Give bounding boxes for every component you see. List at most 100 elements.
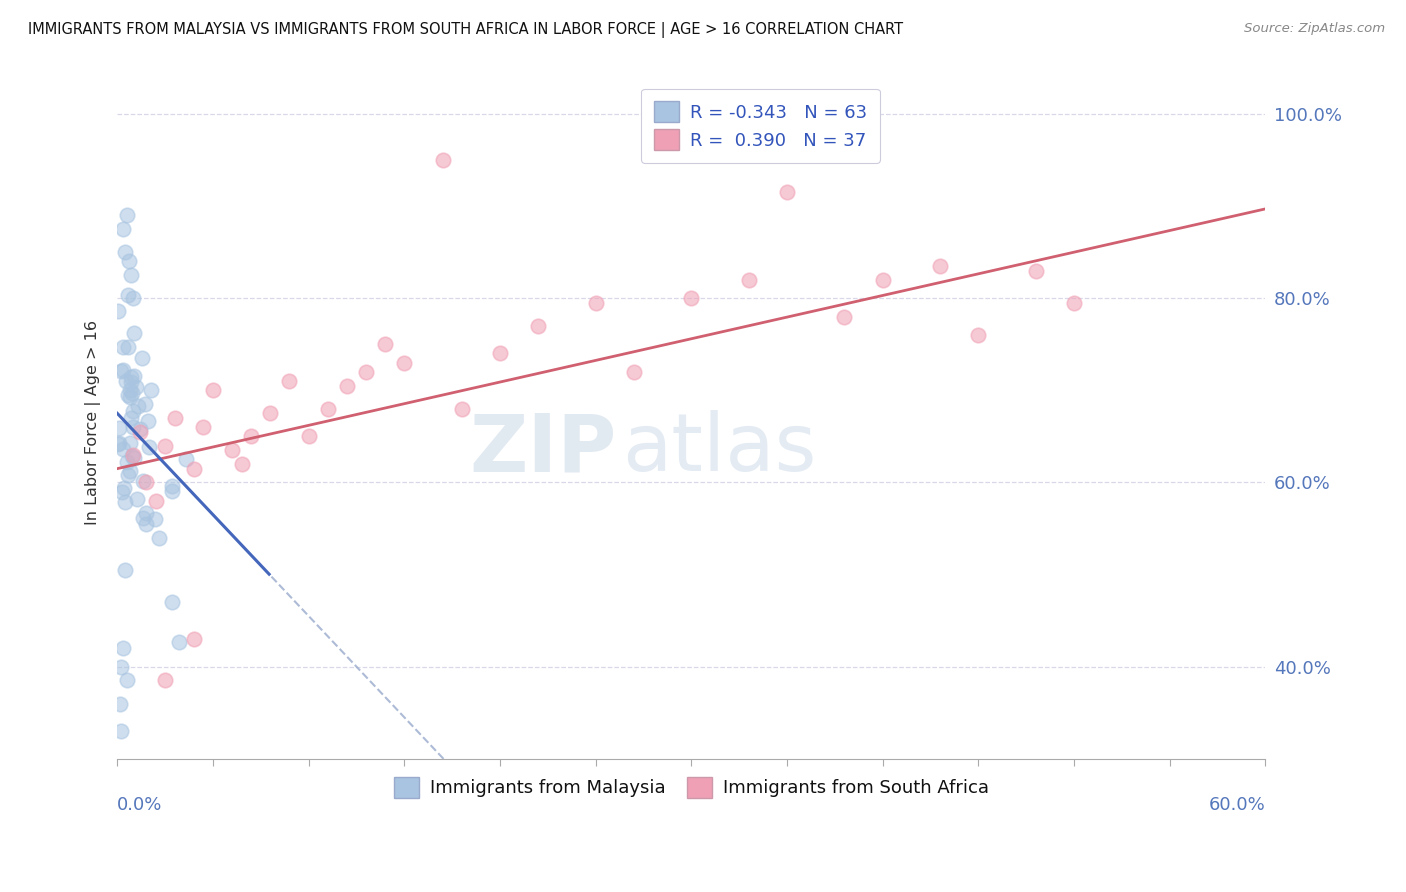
Point (872, 273, 894, 287)
Text: ZIP: ZIP (470, 410, 617, 489)
Text: IMMIGRANTS FROM MALAYSIA VS IMMIGRANTS FROM SOUTH AFRICA IN LABOR FORCE | AGE > : IMMIGRANTS FROM MALAYSIA VS IMMIGRANTS F… (28, 22, 903, 38)
Point (124, 369, 146, 384)
Text: 60.0%: 60.0% (1209, 796, 1265, 814)
Point (623, 365, 645, 379)
Point (115, 673, 138, 688)
Point (121, 449, 143, 463)
Point (585, 295, 607, 310)
Point (153, 439, 176, 453)
Point (110, 364, 132, 378)
Point (139, 383, 162, 397)
Point (134, 397, 156, 411)
Point (132, 510, 155, 524)
Point (929, 259, 952, 273)
Point (129, 425, 152, 439)
Point (131, 474, 153, 488)
Point (125, 491, 148, 506)
Y-axis label: In Labor Force | Age > 16: In Labor Force | Age > 16 (86, 320, 101, 525)
Point (1025, 263, 1047, 277)
Point (231, 457, 253, 471)
Point (450, 401, 472, 416)
Point (118, 390, 141, 404)
Point (527, 318, 550, 333)
Point (201, 384, 224, 398)
Point (120, 268, 142, 283)
Point (298, 429, 321, 443)
Point (120, 411, 142, 425)
Point (107, 437, 129, 451)
Point (131, 351, 153, 365)
Point (153, 673, 176, 688)
Point (114, 245, 136, 260)
Point (120, 370, 142, 384)
Point (183, 461, 205, 475)
Point (111, 484, 134, 499)
Point (114, 482, 136, 496)
Point (336, 378, 359, 392)
Point (122, 420, 145, 434)
Point (776, 186, 799, 200)
Point (136, 414, 159, 428)
Point (738, 273, 761, 287)
Point (163, 411, 186, 425)
Point (117, 288, 139, 302)
Point (121, 291, 143, 305)
Point (374, 337, 396, 351)
Point (122, 451, 145, 466)
Point (120, 375, 142, 389)
Point (135, 506, 157, 520)
Point (1063, 295, 1085, 310)
Point (124, 380, 146, 394)
Point (121, 386, 143, 401)
Point (118, 254, 141, 268)
Point (316, 401, 339, 416)
Point (135, 517, 157, 532)
Point (111, 442, 134, 457)
Point (107, 304, 129, 318)
Point (160, 484, 183, 499)
Point (135, 475, 157, 490)
Point (115, 374, 138, 388)
Point (129, 422, 152, 436)
Legend: Immigrants from Malaysia, Immigrants from South Africa: Immigrants from Malaysia, Immigrants fro… (381, 764, 1001, 810)
Point (108, 697, 131, 711)
Point (174, 451, 197, 466)
Point (138, 440, 160, 454)
Point (193, 420, 215, 434)
Point (183, 632, 205, 646)
Point (143, 512, 166, 526)
Point (167, 634, 190, 648)
Point (148, 532, 170, 546)
Point (121, 448, 143, 462)
Point (117, 387, 139, 401)
Point (162, 595, 184, 609)
Text: atlas: atlas (623, 410, 817, 489)
Point (394, 356, 416, 370)
Point (117, 467, 139, 482)
Point (240, 429, 263, 443)
Point (111, 222, 134, 236)
Point (111, 641, 134, 656)
Point (118, 464, 141, 478)
Point (112, 340, 135, 354)
Point (115, 208, 138, 222)
Point (162, 479, 184, 493)
Text: 0.0%: 0.0% (117, 796, 163, 814)
Point (145, 494, 167, 508)
Point (117, 340, 139, 354)
Point (121, 403, 143, 417)
Point (489, 346, 512, 360)
Text: Source: ZipAtlas.com: Source: ZipAtlas.com (1244, 22, 1385, 36)
Point (432, 153, 454, 167)
Point (117, 454, 139, 468)
Point (111, 363, 134, 377)
Point (108, 421, 131, 435)
Point (127, 399, 149, 413)
Point (834, 310, 856, 324)
Point (108, 436, 131, 450)
Point (278, 374, 301, 388)
Point (124, 326, 146, 340)
Point (681, 291, 703, 305)
Point (110, 724, 132, 739)
Point (354, 365, 377, 379)
